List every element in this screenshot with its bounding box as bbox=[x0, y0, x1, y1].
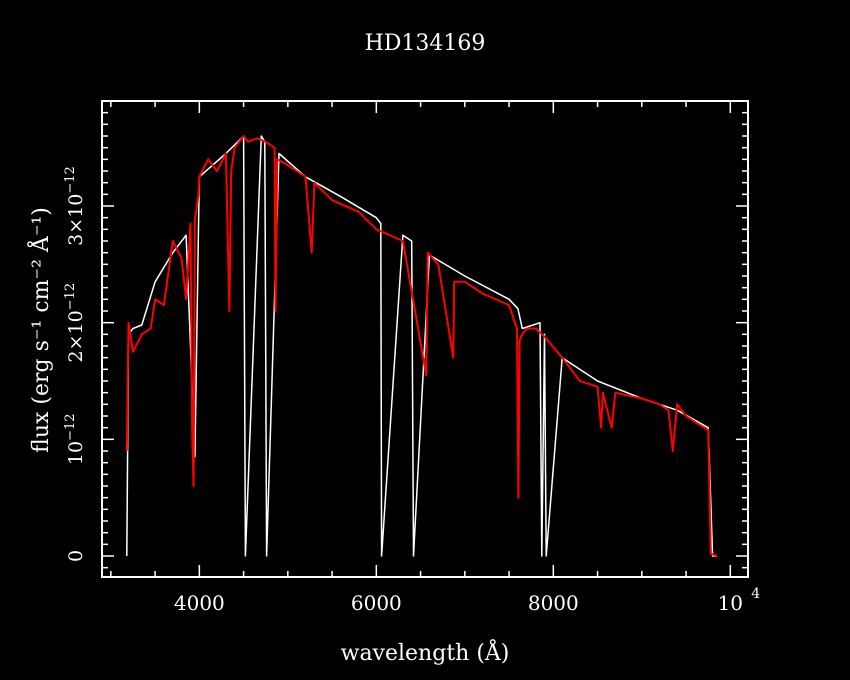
y-tick-label-group: 2×10−12 bbox=[63, 283, 87, 363]
y-tick-label-group: 0 bbox=[65, 550, 87, 562]
x-tick-label: 4000 bbox=[174, 591, 225, 615]
plot-frame bbox=[101, 100, 749, 578]
x-tick-label: 10 bbox=[718, 591, 743, 615]
y-tick-label: 2×10−12 bbox=[63, 283, 87, 363]
x-tick-label: 8000 bbox=[528, 591, 579, 615]
x-tick-exponent: 4 bbox=[751, 586, 760, 602]
y-tick-label: 10−12 bbox=[63, 413, 87, 465]
x-axis-label: wavelength (Å) bbox=[341, 638, 510, 666]
y-tick-label-group: 3×10−12 bbox=[63, 166, 87, 246]
x-tick-label: 6000 bbox=[351, 591, 402, 615]
chart-title: HD134169 bbox=[365, 31, 486, 56]
y-tick-label-group: 10−12 bbox=[63, 413, 87, 465]
y-axis-label: flux (erg s⁻¹ cm⁻² Å⁻¹) bbox=[26, 207, 54, 453]
series-layer bbox=[125, 135, 718, 557]
y-tick-label: 3×10−12 bbox=[63, 166, 87, 246]
tick-layer: 4000 6000 8000 10 4 0 10−12 2×10−12 3×10−12 bbox=[63, 101, 760, 615]
series-line-1 bbox=[125, 135, 718, 557]
y-tick-label: 0 bbox=[65, 550, 87, 562]
